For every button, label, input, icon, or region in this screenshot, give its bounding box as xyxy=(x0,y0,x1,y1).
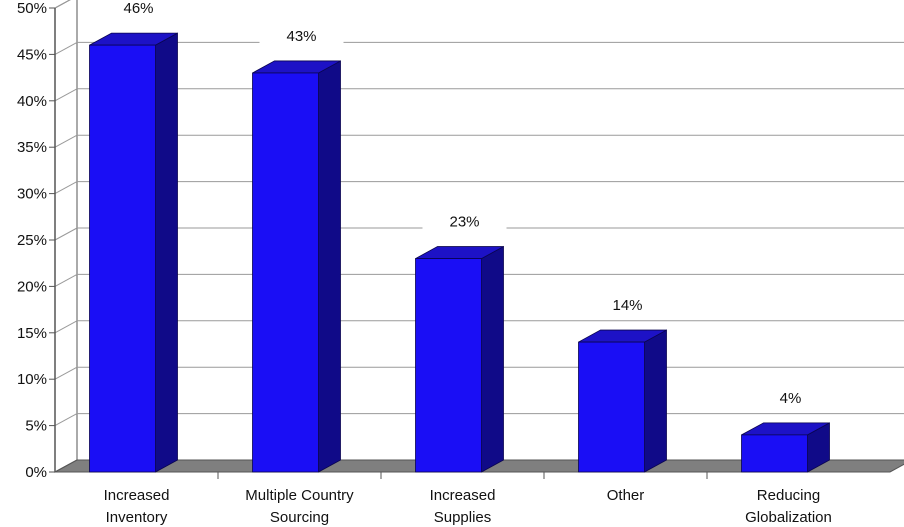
gridline-side xyxy=(54,227,78,241)
gridline-side xyxy=(54,134,78,148)
chart-walls xyxy=(54,0,78,473)
x-category-label-line: Increased xyxy=(430,487,496,504)
bar-side-face xyxy=(644,329,667,473)
bar-side-face xyxy=(481,245,504,473)
y-tick-label: 40% xyxy=(17,93,47,110)
data-label-bg xyxy=(585,294,670,319)
bar xyxy=(741,422,830,473)
bar-side-face xyxy=(318,60,341,473)
gridline-side xyxy=(54,366,78,380)
y-tick-label: 45% xyxy=(17,46,47,63)
bar xyxy=(415,245,504,473)
data-labels: 46% 43% 23% 14% 4% xyxy=(96,0,833,411)
y-tick-label: 50% xyxy=(17,0,47,17)
x-axis-labels: Increased Inventory Multiple Country Sourci… xyxy=(104,487,832,526)
y-tick-label: 20% xyxy=(17,278,47,295)
bar xyxy=(89,32,178,473)
bar-side-face xyxy=(155,32,178,473)
data-label-bg xyxy=(748,386,833,411)
x-category-label-line: Supplies xyxy=(434,509,492,526)
x-category-label-line: Globalization xyxy=(745,509,832,526)
data-label: 4% xyxy=(780,390,802,407)
x-category-label: Reducing Globalization xyxy=(745,487,832,526)
gridline-side xyxy=(54,273,78,287)
data-label: 46% xyxy=(123,0,153,17)
y-tick-label: 10% xyxy=(17,371,47,388)
bar-front-face xyxy=(578,341,645,473)
gridline-side xyxy=(54,88,78,102)
x-category-label: Other xyxy=(607,487,645,504)
data-label: 14% xyxy=(612,297,642,314)
bar-front-face xyxy=(415,258,482,473)
x-category-label-line: Sourcing xyxy=(270,509,329,526)
gridline-side xyxy=(54,181,78,195)
x-category-label-line: Reducing xyxy=(757,487,820,504)
gridline-side xyxy=(54,320,78,334)
x-category-label-line: Inventory xyxy=(106,509,168,526)
x-category-label: Increased Inventory xyxy=(104,487,170,526)
gridline-side xyxy=(54,413,78,427)
gridline-side xyxy=(54,0,71,9)
y-tick-label: 35% xyxy=(17,139,47,156)
y-axis-ticks: 0% 5% 10% 15% 20% 25% 30% 35% 40% 45% 50% xyxy=(17,0,55,481)
bar-front-face xyxy=(252,72,319,473)
y-tick-label: 15% xyxy=(17,325,47,342)
x-category-label: Increased Supplies xyxy=(430,487,496,526)
data-label-bg xyxy=(422,210,507,235)
x-category-label-line: Multiple Country xyxy=(245,487,354,504)
y-tick-label: 0% xyxy=(25,464,47,481)
data-label: 23% xyxy=(449,214,479,231)
bar xyxy=(578,329,667,473)
x-category-label-line: Increased xyxy=(104,487,170,504)
x-category-label-line: Other xyxy=(607,487,645,504)
x-category-label: Multiple Country Sourcing xyxy=(245,487,354,526)
bar xyxy=(252,60,341,473)
data-label-bg xyxy=(259,24,344,49)
y-tick-label: 25% xyxy=(17,232,47,249)
gridline-side xyxy=(54,41,78,55)
bar-front-face xyxy=(741,434,808,473)
bars xyxy=(89,32,830,473)
side-wall xyxy=(54,0,78,473)
data-label: 43% xyxy=(286,28,316,45)
data-label-bg xyxy=(96,0,181,22)
bar-front-face xyxy=(89,44,156,473)
y-tick-label: 5% xyxy=(25,418,47,435)
y-tick-label: 30% xyxy=(17,186,47,203)
